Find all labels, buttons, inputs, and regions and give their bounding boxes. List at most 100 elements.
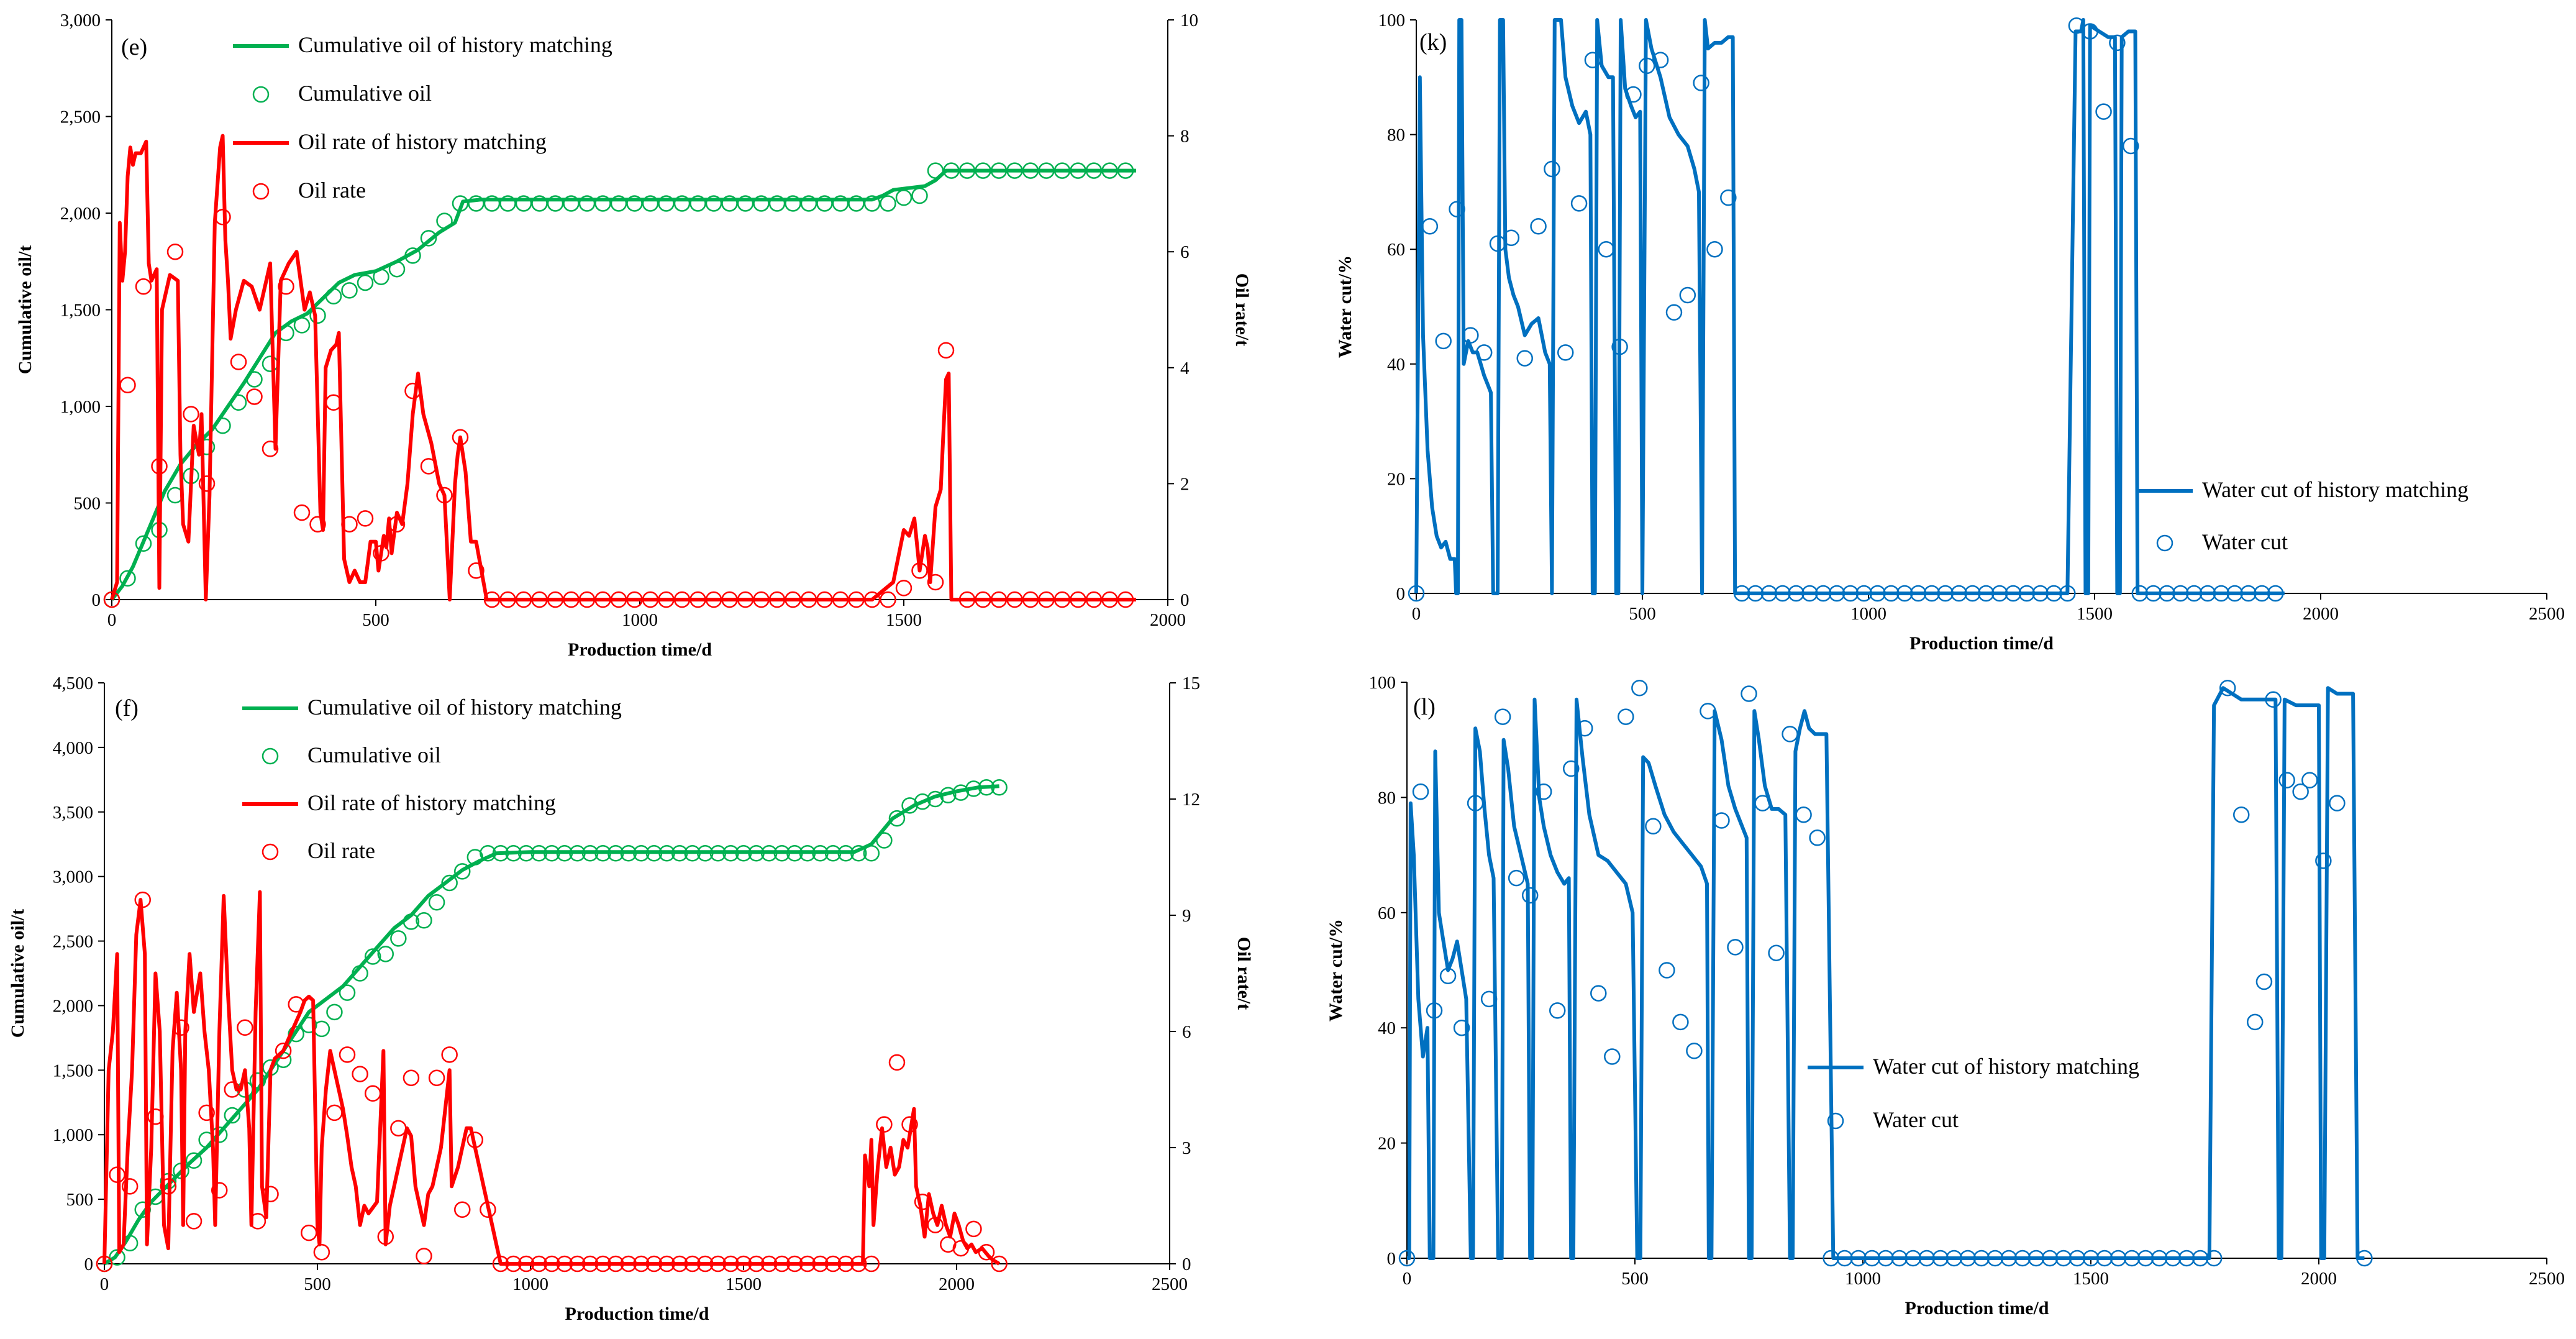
data-point-cumulative-oil xyxy=(753,195,770,212)
data-point-water-cut xyxy=(1412,783,1429,800)
data-point-water-cut xyxy=(1645,818,1662,834)
data-point-oil-rate xyxy=(119,377,136,394)
legend-label: Cumulative oil xyxy=(298,81,432,106)
data-point-cumulative-oil xyxy=(185,1152,203,1169)
data-point-cumulative-oil xyxy=(246,371,263,388)
data-point-water-cut xyxy=(1959,1250,1977,1267)
data-point-water-cut xyxy=(1905,1250,1921,1267)
chart-panel-2: 0 500 1000 1500 2000 250005001,0001,5002,0002… xyxy=(7,674,1254,1324)
data-point-water-cut xyxy=(1754,795,1771,811)
data-point-oil-rate xyxy=(785,591,801,608)
y-tick-label: 500 xyxy=(74,494,101,514)
data-point-water-cut xyxy=(1562,760,1580,777)
x-tick-label: 1500 xyxy=(2073,1269,2109,1289)
data-point-oil-rate xyxy=(620,1255,637,1273)
data-point-oil-rate xyxy=(911,562,928,579)
data-point-water-cut xyxy=(1741,685,1757,702)
data-point-oil-rate xyxy=(377,1228,394,1245)
data-point-oil-rate xyxy=(721,591,738,608)
legend-marker-swatch xyxy=(262,747,279,765)
y-tick-label: 2,000 xyxy=(60,204,101,224)
data-point-water-cut xyxy=(1720,189,1737,206)
data-point-water-cut xyxy=(1973,1250,1990,1267)
data-point-cumulative-oil xyxy=(958,162,976,179)
data-point-water-cut xyxy=(2150,1250,2168,1267)
panel-label: (f) xyxy=(115,695,139,721)
data-point-water-cut xyxy=(2028,1250,2045,1267)
data-point-water-cut xyxy=(2205,1250,2223,1267)
data-point-water-cut xyxy=(2164,1250,2182,1267)
y-tick-label: 1,500 xyxy=(60,301,101,321)
data-point-oil-rate xyxy=(135,278,152,295)
data-point-cumulative-oil xyxy=(671,845,688,862)
y2-axis-label: Oil rate/t xyxy=(1232,273,1252,346)
y2-tick-label: 8 xyxy=(1180,127,1190,147)
data-point-water-cut xyxy=(1570,195,1588,212)
data-point-oil-rate xyxy=(249,1213,266,1230)
data-point-water-cut xyxy=(1727,939,1744,956)
data-point-water-cut xyxy=(1453,1019,1470,1036)
y-tick-label: 3,500 xyxy=(53,803,93,823)
data-point-cumulative-oil xyxy=(453,863,471,880)
data-point-oil-rate xyxy=(760,1255,778,1273)
y2-axis-label: Oil rate/t xyxy=(1234,937,1254,1010)
data-point-oil-rate xyxy=(658,591,675,608)
data-point-cumulative-oil xyxy=(645,845,663,862)
x-tick-label: 500 xyxy=(1621,1269,1649,1289)
data-point-oil-rate xyxy=(147,1108,164,1125)
data-point-water-cut xyxy=(1937,585,1954,602)
data-point-water-cut xyxy=(1631,680,1648,697)
chart-panel-1: 0 500 1000 1500 2000 2500 0 20 40 60 80 100 Producti… xyxy=(1335,11,2565,654)
legend-label: Water cut xyxy=(2202,529,2288,554)
data-point-water-cut xyxy=(1672,1013,1689,1031)
data-point-water-cut xyxy=(1480,990,1498,1008)
data-point-cumulative-oil xyxy=(594,195,611,212)
data-point-oil-rate xyxy=(262,1186,279,1203)
x-tick-label: 1500 xyxy=(886,610,922,630)
data-point-cumulative-oil xyxy=(633,845,650,862)
data-point-oil-rate xyxy=(388,516,406,532)
data-point-cumulative-oil xyxy=(673,195,691,212)
data-point-water-cut xyxy=(1462,327,1479,344)
data-point-water-cut xyxy=(1809,829,1826,846)
series-line-oil-rate-of-history-matching xyxy=(110,134,1136,601)
data-point-oil-rate xyxy=(850,1255,867,1273)
data-point-oil-rate xyxy=(735,1255,752,1273)
data-point-oil-rate xyxy=(876,1116,893,1133)
data-point-cumulative-oil xyxy=(848,195,865,212)
data-point-cumulative-oil xyxy=(428,893,445,911)
data-point-cumulative-oil xyxy=(483,195,501,212)
x-tick-label: 500 xyxy=(1629,604,1656,624)
data-point-water-cut xyxy=(1823,1250,1839,1267)
data-point-water-cut xyxy=(2219,680,2236,697)
data-point-oil-rate xyxy=(768,591,786,608)
data-point-cumulative-oil xyxy=(569,845,586,862)
x-axis-label: Production time/d xyxy=(568,639,712,660)
y2-tick-label: 2 xyxy=(1180,474,1190,494)
data-point-water-cut xyxy=(1891,1250,1908,1267)
data-point-oil-rate xyxy=(547,591,564,608)
data-point-oil-rate xyxy=(309,516,326,532)
data-point-water-cut xyxy=(2232,806,2250,823)
data-point-cumulative-oil xyxy=(850,845,867,862)
data-point-cumulative-oil xyxy=(1022,162,1039,179)
data-point-oil-rate xyxy=(275,1042,292,1059)
data-point-oil-rate xyxy=(364,1085,381,1102)
panel-label: (e) xyxy=(121,34,147,60)
panel-label: (l) xyxy=(1413,694,1436,720)
data-point-cumulative-oil xyxy=(467,849,484,866)
data-point-oil-rate xyxy=(1022,591,1039,608)
y-tick-label: 20 xyxy=(1378,1134,1396,1154)
data-point-cumulative-oil xyxy=(224,1107,241,1124)
data-point-water-cut xyxy=(1535,783,1552,800)
y-tick-label: 60 xyxy=(1387,240,1405,260)
data-point-water-cut xyxy=(1449,201,1465,217)
data-point-cumulative-oil xyxy=(403,913,420,930)
data-point-oil-rate xyxy=(848,591,865,608)
data-point-oil-rate xyxy=(673,591,691,608)
legend-marker-swatch xyxy=(252,183,270,200)
data-point-oil-rate xyxy=(927,574,944,591)
data-point-oil-rate xyxy=(1101,591,1118,608)
legend-label: Water cut of history matching xyxy=(2202,477,2469,502)
